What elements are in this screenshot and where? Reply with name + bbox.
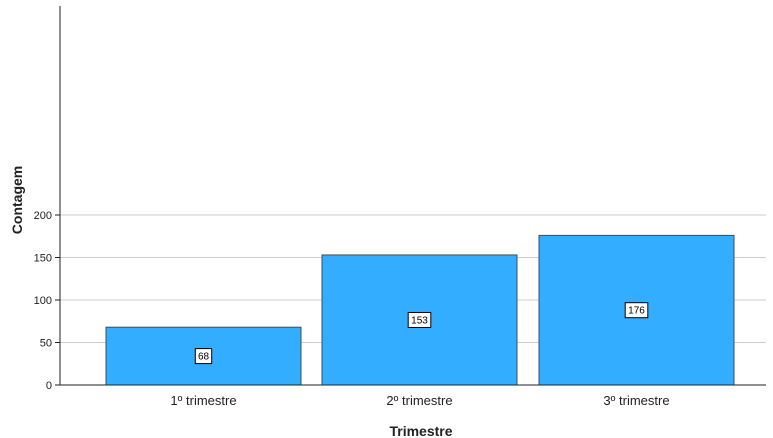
data-label-text: 153 <box>411 315 428 326</box>
data-label: 176 <box>624 302 649 319</box>
x-tick-label: 3º trimestre <box>603 393 669 408</box>
y-tick-labels: 0 50 100 150 200 <box>34 210 60 392</box>
y-axis-title: Contagem <box>9 166 25 234</box>
axes <box>59 6 766 386</box>
y-tick-label: 200 <box>34 210 52 222</box>
y-tick-label: 50 <box>40 338 52 350</box>
data-labels: 68 153 176 <box>194 302 649 365</box>
x-axis-title: Trimestre <box>389 423 452 438</box>
data-label-text: 176 <box>628 306 645 317</box>
data-label: 153 <box>407 311 432 328</box>
x-tick-label: 1º trimestre <box>170 393 236 408</box>
x-tick-label: 2º trimestre <box>386 393 452 408</box>
data-label-box <box>194 348 213 365</box>
data-label-box <box>407 311 432 328</box>
data-label-box <box>624 302 649 319</box>
y-tick-label: 0 <box>46 380 52 392</box>
y-tick-label: 100 <box>34 295 52 307</box>
x-tick-labels: 1º trimestre 2º trimestre 3º trimestre <box>170 393 669 408</box>
data-label: 68 <box>194 348 213 365</box>
data-label-text: 68 <box>198 352 210 363</box>
y-tick-label: 150 <box>34 253 52 265</box>
